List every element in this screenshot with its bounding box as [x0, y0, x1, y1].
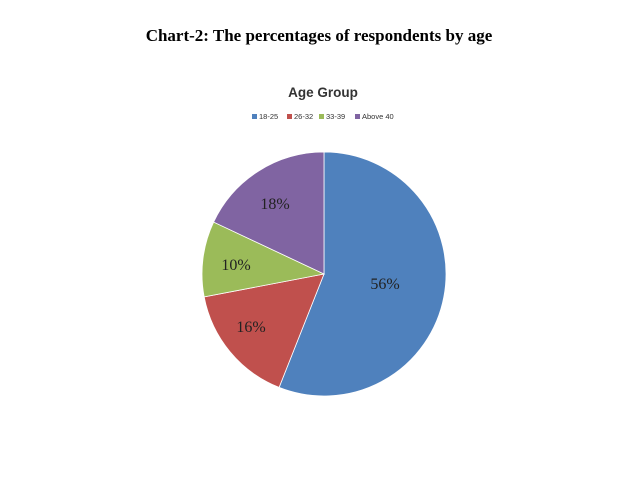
legend-item: 26-32 — [287, 112, 313, 121]
legend-swatch — [319, 114, 324, 119]
legend-item: 33-39 — [319, 112, 345, 121]
legend-label: 26-32 — [294, 112, 313, 121]
slice-label: 56% — [370, 276, 399, 293]
chart-legend: 18-25 26-32 33-39 Above 40 — [252, 112, 394, 121]
pie-slices — [201, 151, 447, 397]
legend-swatch — [252, 114, 257, 119]
slice-label: 16% — [236, 319, 265, 336]
pie-slice-18-25 — [278, 151, 447, 397]
legend-swatch — [287, 114, 292, 119]
legend-item: Above 40 — [355, 112, 394, 121]
legend-label: Above 40 — [362, 112, 394, 121]
legend-swatch — [355, 114, 360, 119]
pie-slice-above-40 — [213, 151, 325, 275]
pie-slice-33-39 — [201, 221, 326, 298]
legend-label: 33-39 — [326, 112, 345, 121]
legend-item: 18-25 — [252, 112, 278, 121]
chart-title: Age Group — [288, 85, 358, 100]
document-heading: Chart-2: The percentages of respondents … — [145, 26, 493, 45]
legend-label: 18-25 — [259, 112, 278, 121]
pie-slice-26-32 — [203, 273, 325, 388]
slice-label: 18% — [260, 196, 289, 213]
pie-labels: 56% 16% 10% 18% — [221, 196, 399, 336]
slice-label: 10% — [221, 257, 250, 274]
